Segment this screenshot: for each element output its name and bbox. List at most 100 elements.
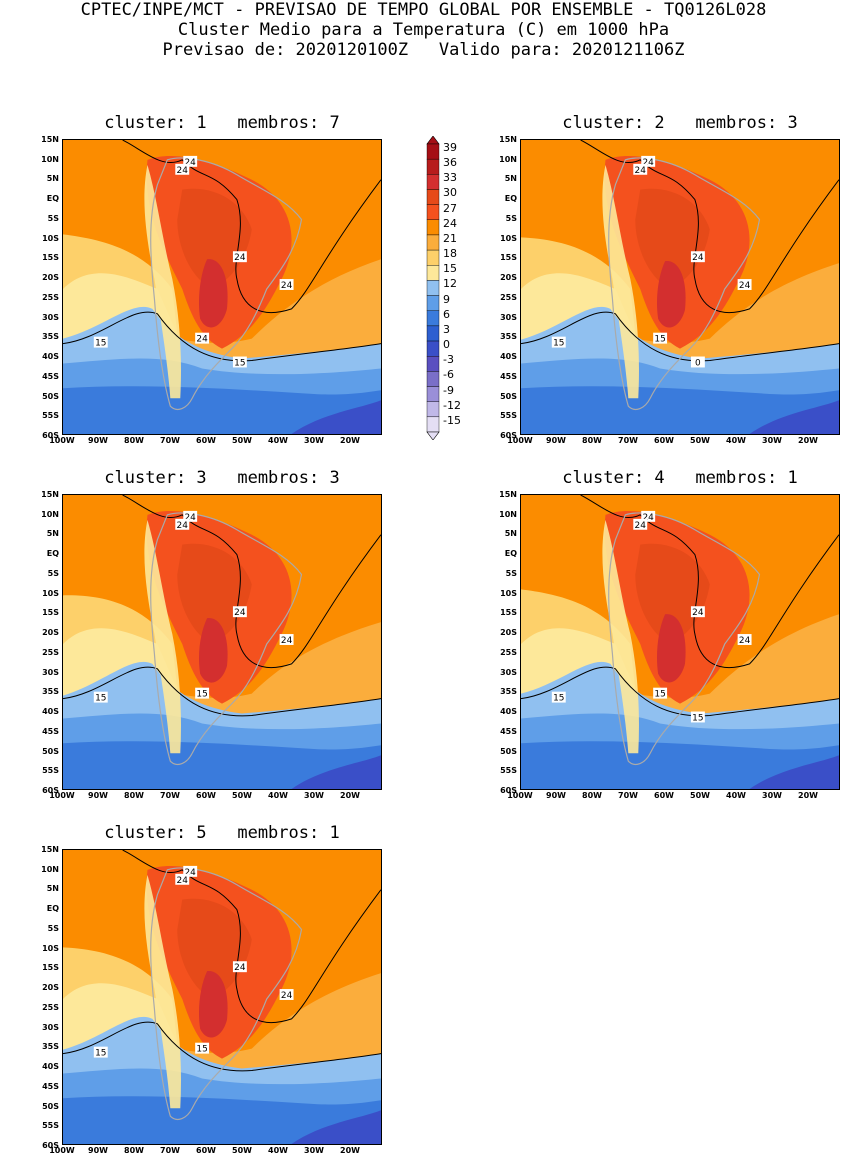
svg-text:15: 15: [95, 1049, 106, 1059]
colorbar-level-label: 12: [443, 277, 457, 291]
svg-text:24: 24: [643, 158, 655, 168]
panel-title-4: cluster: 4 membros: 1: [562, 468, 798, 488]
longitude-tick: 20W: [340, 791, 360, 800]
colorbar-level-label: 0: [443, 338, 450, 352]
latitude-tick: 5N: [46, 529, 59, 539]
colorbar-level-label: -9: [443, 383, 454, 397]
latitude-tick: 10N: [499, 509, 517, 519]
contour-label: 24: [232, 606, 247, 618]
colorbar-level-label: -12: [443, 398, 461, 412]
latitude-tick: 20S: [42, 628, 59, 638]
latitude-tick: 40S: [42, 707, 59, 717]
latitude-tick: 5S: [505, 213, 517, 223]
longitude-tick: 60W: [654, 791, 674, 800]
svg-text:24: 24: [739, 281, 751, 291]
latitude-tick: 5S: [47, 213, 59, 223]
longitude-tick: 50W: [232, 791, 252, 800]
colorbar-level-label: 39: [443, 141, 457, 154]
contour-label: 24: [175, 163, 190, 176]
svg-text:24: 24: [234, 608, 246, 618]
latitude-tick: 30S: [500, 667, 517, 677]
svg-text:15: 15: [95, 339, 106, 349]
latitude-tick: 55S: [500, 411, 517, 421]
contour-label: 24: [232, 251, 247, 263]
latitude-tick: 15S: [42, 253, 59, 263]
colorbar-swatch: [426, 401, 440, 418]
contour-label: 24: [183, 865, 198, 878]
colorbar-level-label: 36: [443, 156, 457, 170]
colorbar: [426, 135, 440, 444]
latitude-tick: 5N: [504, 529, 517, 539]
svg-text:15: 15: [95, 694, 106, 704]
latitude-tick: 5S: [47, 923, 59, 933]
svg-text:24: 24: [281, 991, 293, 1001]
latitude-tick: 25S: [42, 647, 59, 657]
longitude-tick: 80W: [124, 1146, 144, 1155]
contour-label: 24: [175, 518, 190, 531]
contour-label: 24: [690, 606, 705, 618]
svg-text:24: 24: [635, 166, 647, 176]
latitude-tick: 45S: [42, 726, 59, 736]
longitude-tick: 20W: [798, 791, 818, 800]
svg-text:15: 15: [553, 694, 564, 704]
longitude-tick: 40W: [268, 1146, 288, 1155]
latitude-tick: 50S: [500, 391, 517, 401]
longitude-tick: 50W: [690, 791, 710, 800]
latitude-tick: 55S: [42, 411, 59, 421]
latitude-tick: 60S: [42, 1141, 59, 1150]
svg-text:15: 15: [654, 690, 665, 700]
longitude-tick: 80W: [124, 791, 144, 800]
colorbar-level-label: 30: [443, 186, 457, 200]
svg-text:24: 24: [234, 963, 246, 973]
latitude-tick: 10N: [499, 154, 517, 164]
latitude-tick: EQ: [46, 904, 59, 914]
panel-title-3: cluster: 3 membros: 3: [104, 468, 340, 488]
longitude-tick: 40W: [268, 791, 288, 800]
latitude-tick: 25S: [42, 1002, 59, 1012]
contour-label: 15: [93, 1046, 108, 1059]
temperature-map-1: 24 24 24 24 24 15 15: [62, 139, 382, 435]
svg-text:24: 24: [177, 876, 189, 886]
colorbar-swatch: [426, 143, 440, 160]
contour-label: 24: [279, 279, 294, 291]
latitude-tick: 10S: [42, 588, 59, 598]
longitude-tick: 70W: [618, 436, 638, 445]
latitude-tick: 40S: [500, 707, 517, 717]
contour-label: 24: [737, 279, 752, 291]
longitude-tick: 90W: [88, 791, 108, 800]
latitude-tick: 10S: [500, 588, 517, 598]
latitude-tick: EQ: [504, 549, 517, 559]
contour-label: 24: [641, 510, 656, 523]
latitude-tick: 45S: [42, 371, 59, 381]
colorbar-level-label: 33: [443, 171, 457, 185]
longitude-tick: 100W: [507, 436, 533, 445]
colorbar-level-label: 6: [443, 307, 450, 321]
contour-label: 15: [93, 691, 108, 704]
colorbar-level-label: -15: [443, 413, 461, 427]
latitude-tick: 25S: [500, 647, 517, 657]
latitude-tick: 40S: [500, 352, 517, 362]
colorbar-level-label: 21: [443, 231, 457, 245]
svg-text:24: 24: [185, 868, 197, 878]
colorbar-swatch: [426, 416, 440, 433]
longitude-tick: 50W: [232, 1146, 252, 1155]
latitude-tick: 45S: [42, 1081, 59, 1091]
longitude-tick: 100W: [49, 1146, 75, 1155]
colorbar-swatch: [426, 371, 440, 387]
longitude-tick: 80W: [124, 436, 144, 445]
longitude-tick: 70W: [160, 1146, 180, 1155]
svg-text:15: 15: [196, 690, 207, 700]
latitude-tick: 20S: [500, 628, 517, 638]
latitude-tick: 10S: [42, 943, 59, 953]
contour-label: 24: [175, 873, 190, 886]
latitude-tick: 10S: [42, 233, 59, 243]
longitude-tick: 40W: [726, 791, 746, 800]
longitude-tick: 100W: [507, 791, 533, 800]
contour-label: 24: [232, 961, 247, 973]
latitude-tick: 60S: [500, 431, 517, 440]
contour-label: 24: [195, 332, 210, 345]
latitude-tick: 45S: [500, 371, 517, 381]
latitude-tick: 5N: [504, 174, 517, 184]
svg-text:15: 15: [654, 335, 665, 345]
latitude-tick: EQ: [46, 549, 59, 559]
